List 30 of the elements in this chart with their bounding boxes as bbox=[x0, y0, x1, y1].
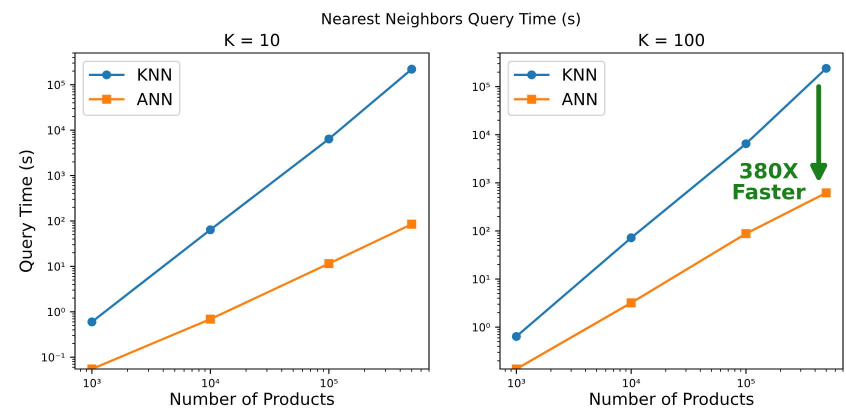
y-tick-label: 10⁵ bbox=[48, 80, 65, 90]
chart-title: K = 100 bbox=[639, 34, 704, 46]
y-tick-label: 10¹ bbox=[48, 262, 65, 271]
x-axis-title: Number of Products bbox=[590, 392, 754, 406]
legend-label: KNN bbox=[563, 68, 596, 81]
y-tick-label: 10⁰ bbox=[472, 323, 490, 332]
x-tick-label: 10⁵ bbox=[738, 378, 755, 388]
y-tick-label: 10¹ bbox=[472, 275, 490, 284]
chart-title: K = 10 bbox=[225, 34, 280, 46]
y-tick-label: 10³ bbox=[472, 178, 490, 188]
y-tick-label: 10⁴ bbox=[472, 130, 490, 140]
y-tick-label: 10⁴ bbox=[48, 126, 65, 135]
x-tick-label: 10³ bbox=[84, 378, 101, 388]
y-tick-label: 10² bbox=[472, 226, 490, 236]
legend-label: ANN bbox=[562, 92, 596, 106]
y-axis-title: Query Time (s) bbox=[19, 150, 36, 272]
y-tick-label: 10⁻¹ bbox=[42, 353, 65, 362]
x-axis-title: Number of Products bbox=[170, 392, 334, 406]
legend-label: KNN bbox=[138, 68, 171, 81]
legend-label: ANN bbox=[136, 92, 172, 106]
x-tick-label: 10⁴ bbox=[623, 378, 640, 388]
annotation: 380X Faster bbox=[734, 162, 806, 200]
text: Nearest Neighbors Query Time (s) bbox=[322, 12, 580, 28]
y-tick-label: 10² bbox=[48, 216, 65, 226]
x-tick-label: 10³ bbox=[508, 378, 526, 388]
x-tick-label: 10⁴ bbox=[202, 378, 220, 388]
y-tick-label: 10⁵ bbox=[472, 82, 490, 92]
x-tick-label: 10⁵ bbox=[320, 378, 338, 388]
y-tick-label: 10⁰ bbox=[48, 308, 65, 316]
y-tick-label: 10³ bbox=[48, 172, 65, 180]
